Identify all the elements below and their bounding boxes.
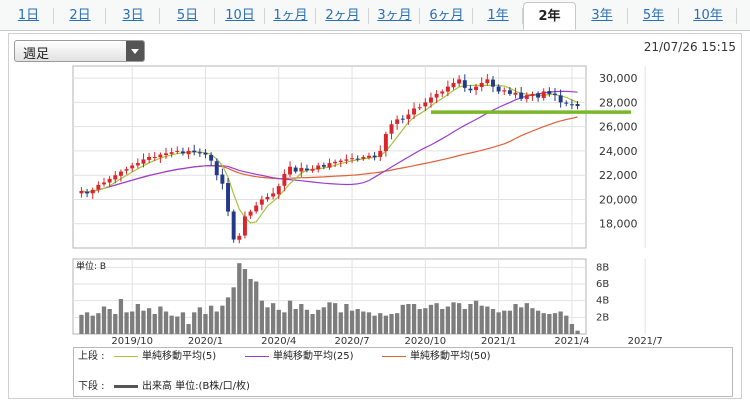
period-tabs: 1日 2日 3日 5日 10日 1ヶ月 2ヶ月 3ヶ月 6ヶ月 1年 2年 3年 5年 10年: [0, 0, 750, 31]
tab-8[interactable]: 3ヶ月: [369, 2, 420, 30]
interval-select[interactable]: 週足: [14, 40, 145, 62]
chevron-down-icon: [126, 41, 144, 61]
legend-ma25: 単純移動平均(25): [245, 351, 354, 363]
legend-volume-swatch: [114, 384, 138, 388]
legend-ma50-label: 単純移動平均(50): [410, 351, 491, 362]
chart-panel: [8, 33, 742, 399]
legend-ma50-swatch: [382, 355, 406, 357]
tab-7[interactable]: 2ヶ月: [316, 2, 369, 30]
legend-lower-label: 下段 :: [78, 381, 105, 392]
tab-4[interactable]: 5日: [160, 2, 215, 30]
tab-12[interactable]: 3年: [576, 2, 628, 30]
legend-volume-label: 出来高 単位:(B株/口/枚): [142, 381, 250, 392]
interval-select-value: 週足: [23, 47, 50, 62]
tab-2[interactable]: 2日: [54, 2, 106, 30]
tab-13[interactable]: 5年: [628, 2, 679, 30]
chart-legend: 上段 : 単純移動平均(5) 単純移動平均(25) 単純移動平均(50) 下段 …: [73, 347, 733, 397]
legend-ma50: 単純移動平均(50): [382, 351, 491, 363]
tab-1[interactable]: 1日: [3, 2, 54, 30]
tab-9[interactable]: 6ヶ月: [420, 2, 473, 30]
legend-ma25-label: 単純移動平均(25): [273, 351, 354, 362]
tab-6[interactable]: 1ヶ月: [265, 2, 316, 30]
legend-ma25-swatch: [245, 355, 269, 357]
tab-5[interactable]: 10日: [215, 2, 265, 30]
legend-ma5-label: 単純移動平均(5): [142, 351, 217, 362]
legend-ma5-swatch: [114, 355, 138, 357]
legend-ma5: 単純移動平均(5): [114, 351, 216, 363]
tab-10[interactable]: 1年: [473, 2, 523, 30]
tab-3[interactable]: 3日: [106, 2, 160, 30]
tab-11[interactable]: 2年: [523, 2, 576, 30]
legend-volume: 出来高 単位:(B株/口/枚): [114, 381, 250, 393]
legend-upper-label: 上段 :: [78, 351, 105, 362]
tab-14[interactable]: 10年: [679, 2, 737, 30]
timestamp: 21/07/26 15:15: [643, 40, 736, 54]
